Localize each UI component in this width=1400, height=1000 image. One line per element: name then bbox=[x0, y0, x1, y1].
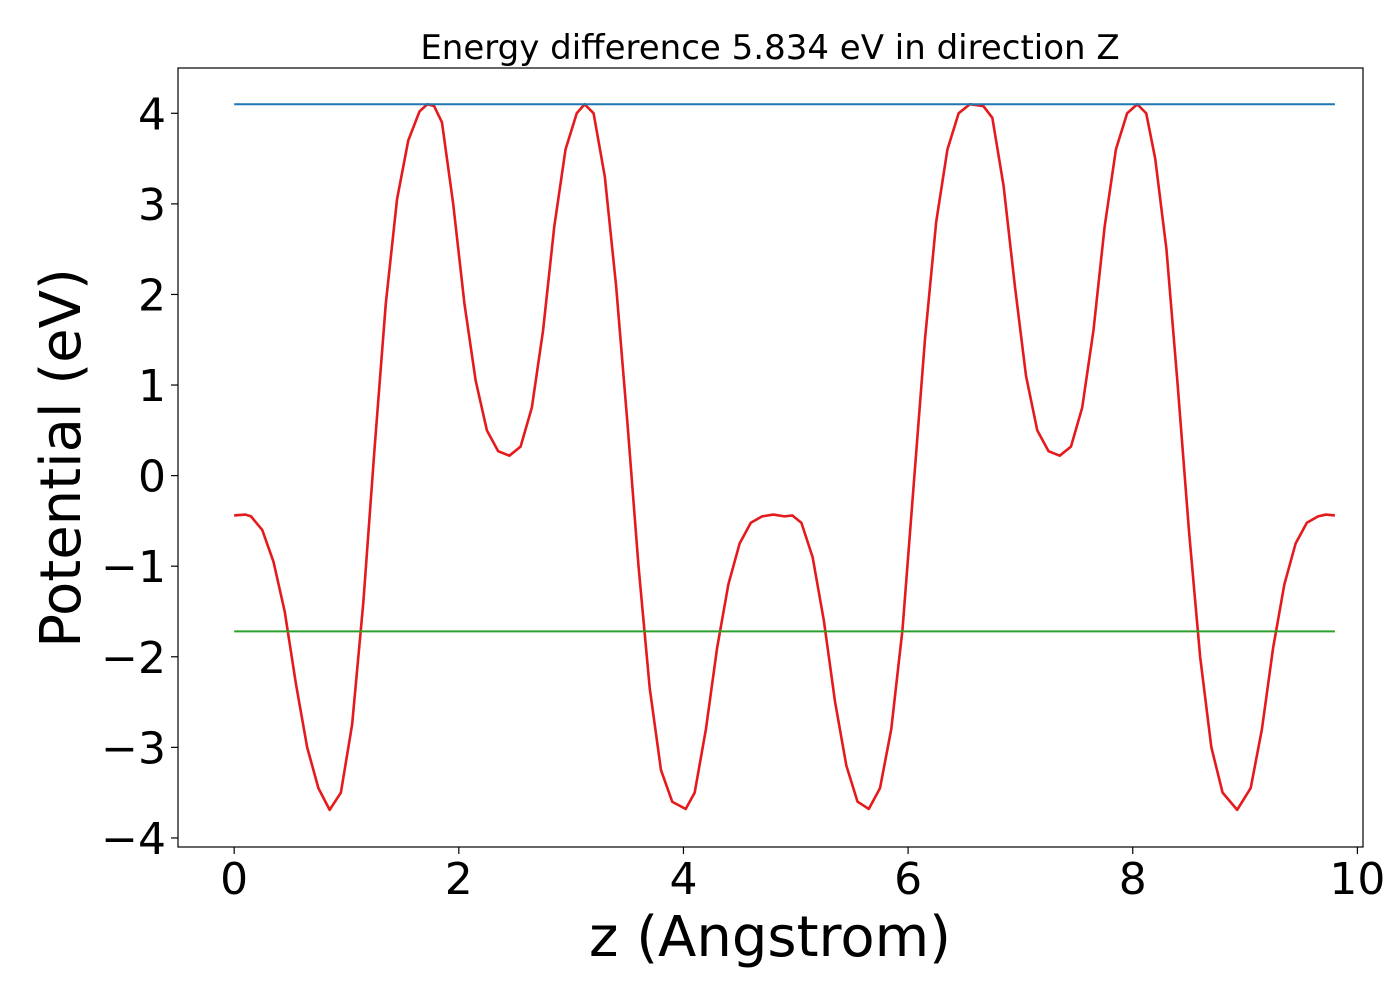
y-tick-label: 2 bbox=[138, 270, 166, 321]
x-axis-ticks: 0 2 4 6 8 10 bbox=[220, 847, 1385, 905]
y-axis-label: Potential (eV) bbox=[29, 268, 94, 648]
y-tick-label: 0 bbox=[138, 452, 166, 503]
x-tick-label: 4 bbox=[669, 854, 697, 905]
x-tick-label: 0 bbox=[220, 854, 248, 905]
y-axis-ticks: −4 −3 −2 −1 0 1 2 3 4 bbox=[101, 89, 178, 865]
x-tick-label: 8 bbox=[1119, 854, 1147, 905]
y-tick-label: −4 bbox=[101, 814, 166, 865]
y-tick-label: 4 bbox=[138, 89, 166, 140]
series-layer bbox=[234, 102, 1336, 812]
chart-title: Energy difference 5.834 eV in direction … bbox=[420, 28, 1119, 68]
x-tick-label: 2 bbox=[445, 854, 473, 905]
y-tick-label: 1 bbox=[138, 361, 166, 412]
series-line-potential bbox=[234, 102, 1336, 812]
x-axis-label: z (Angstrom) bbox=[589, 905, 951, 970]
y-tick-label: 3 bbox=[138, 180, 166, 231]
y-tick-label: −3 bbox=[101, 723, 166, 774]
x-tick-label: 10 bbox=[1329, 854, 1385, 905]
x-tick-label: 6 bbox=[894, 854, 922, 905]
y-tick-label: −2 bbox=[101, 633, 166, 684]
y-tick-label: −1 bbox=[101, 542, 166, 593]
axes-frame bbox=[177, 67, 1364, 848]
